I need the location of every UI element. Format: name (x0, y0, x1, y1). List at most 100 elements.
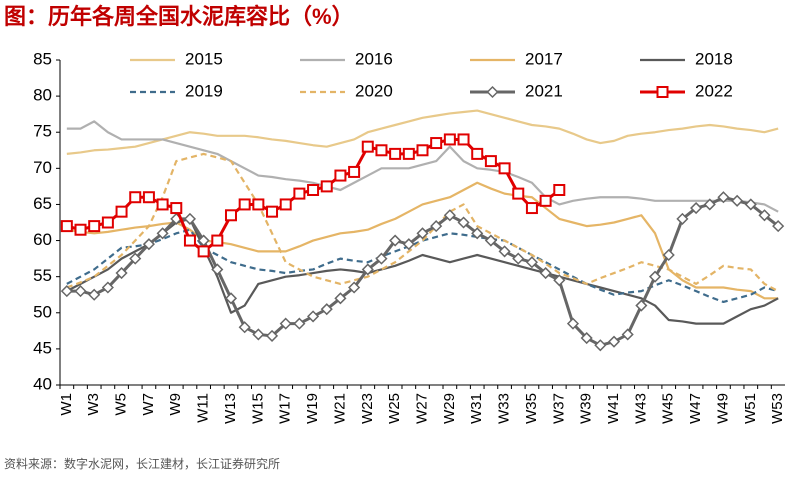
y-tick-label: 45 (33, 338, 52, 357)
x-tick-label: W29 (441, 393, 458, 424)
point-marker (74, 285, 87, 298)
y-tick-label: 70 (33, 158, 52, 177)
x-tick-label: W25 (386, 393, 403, 424)
point-marker (361, 263, 374, 276)
point-marker (389, 147, 402, 160)
y-tick-label: 40 (33, 374, 52, 393)
point-marker (539, 194, 552, 207)
x-tick-label: W51 (742, 393, 759, 424)
point-marker (156, 227, 169, 240)
point-marker (279, 317, 292, 330)
point-marker (580, 331, 593, 345)
point-marker (320, 303, 333, 316)
point-marker (129, 252, 142, 265)
point-marker (457, 133, 470, 146)
x-tick-label: W47 (687, 393, 704, 424)
point-marker (703, 198, 716, 211)
point-marker (498, 162, 511, 175)
y-tick-label: 65 (33, 194, 52, 213)
y-tick-label: 75 (33, 122, 52, 141)
point-marker (101, 281, 114, 294)
point-marker (293, 317, 306, 330)
point-marker (142, 238, 155, 251)
point-marker (656, 86, 669, 98)
point-marker (484, 234, 497, 247)
point-marker (402, 147, 415, 160)
series-line (66, 109, 779, 155)
series-line (66, 120, 779, 213)
point-marker (375, 144, 388, 157)
point-marker (486, 85, 499, 99)
point-marker (457, 216, 470, 229)
point-marker (88, 288, 101, 301)
point-marker (566, 317, 580, 330)
point-marker (129, 191, 142, 204)
x-tick-label: W7 (140, 393, 157, 416)
x-tick-label: W41 (605, 393, 622, 424)
point-marker (334, 292, 347, 305)
x-tick-label: W11 (195, 393, 212, 423)
point-marker (60, 285, 73, 298)
x-tick-label: W17 (277, 393, 294, 424)
y-tick-label: 55 (33, 266, 52, 285)
point-marker (621, 328, 634, 341)
x-tick-label: W21 (331, 393, 348, 424)
point-marker (430, 220, 443, 233)
point-marker (60, 220, 73, 233)
legend-label: 2019 (185, 81, 223, 100)
point-marker (224, 209, 237, 222)
point-marker (307, 310, 320, 323)
y-tick-label: 60 (33, 230, 52, 249)
legend-label: 2022 (695, 81, 733, 100)
point-marker (74, 223, 87, 236)
x-tick-label: W1 (58, 393, 75, 416)
x-tick-label: W9 (167, 393, 184, 416)
point-marker (170, 202, 183, 215)
x-tick-label: W31 (468, 393, 485, 424)
point-marker (101, 216, 114, 229)
point-marker (416, 144, 429, 157)
point-marker (512, 252, 525, 265)
point-marker (183, 212, 197, 225)
point-marker (115, 266, 128, 280)
point-marker (471, 147, 484, 160)
point-marker (183, 234, 196, 247)
point-marker (142, 191, 155, 204)
point-marker (594, 339, 607, 352)
point-marker (293, 187, 306, 200)
point-marker (512, 187, 525, 200)
point-marker (443, 209, 456, 222)
series-line (66, 228, 779, 304)
x-tick-label: W43 (632, 393, 649, 424)
point-marker (307, 184, 320, 196)
point-marker (525, 256, 538, 269)
point-marker (416, 227, 429, 240)
x-tick-label: W27 (413, 393, 430, 424)
point-marker (443, 133, 456, 146)
x-tick-label: W19 (304, 393, 321, 424)
point-marker (266, 205, 279, 218)
x-tick-label: W35 (523, 393, 540, 424)
legend-label: 2015 (185, 49, 223, 68)
point-marker (402, 238, 415, 251)
point-marker (156, 198, 169, 211)
point-marker (115, 205, 128, 218)
point-marker (648, 270, 662, 283)
point-marker (320, 180, 333, 193)
point-marker (224, 292, 238, 305)
point-marker (731, 194, 744, 207)
point-marker (334, 169, 347, 182)
point-marker (211, 234, 224, 247)
point-marker (252, 198, 265, 211)
legend-label: 2018 (695, 49, 733, 68)
point-marker (265, 329, 279, 342)
point-marker (498, 245, 511, 258)
point-marker (525, 202, 538, 215)
point-marker (690, 201, 703, 215)
x-tick-label: W33 (496, 393, 513, 424)
point-marker (88, 220, 101, 233)
x-tick-label: W37 (550, 393, 567, 424)
point-marker (252, 328, 265, 341)
point-marker (211, 263, 224, 276)
